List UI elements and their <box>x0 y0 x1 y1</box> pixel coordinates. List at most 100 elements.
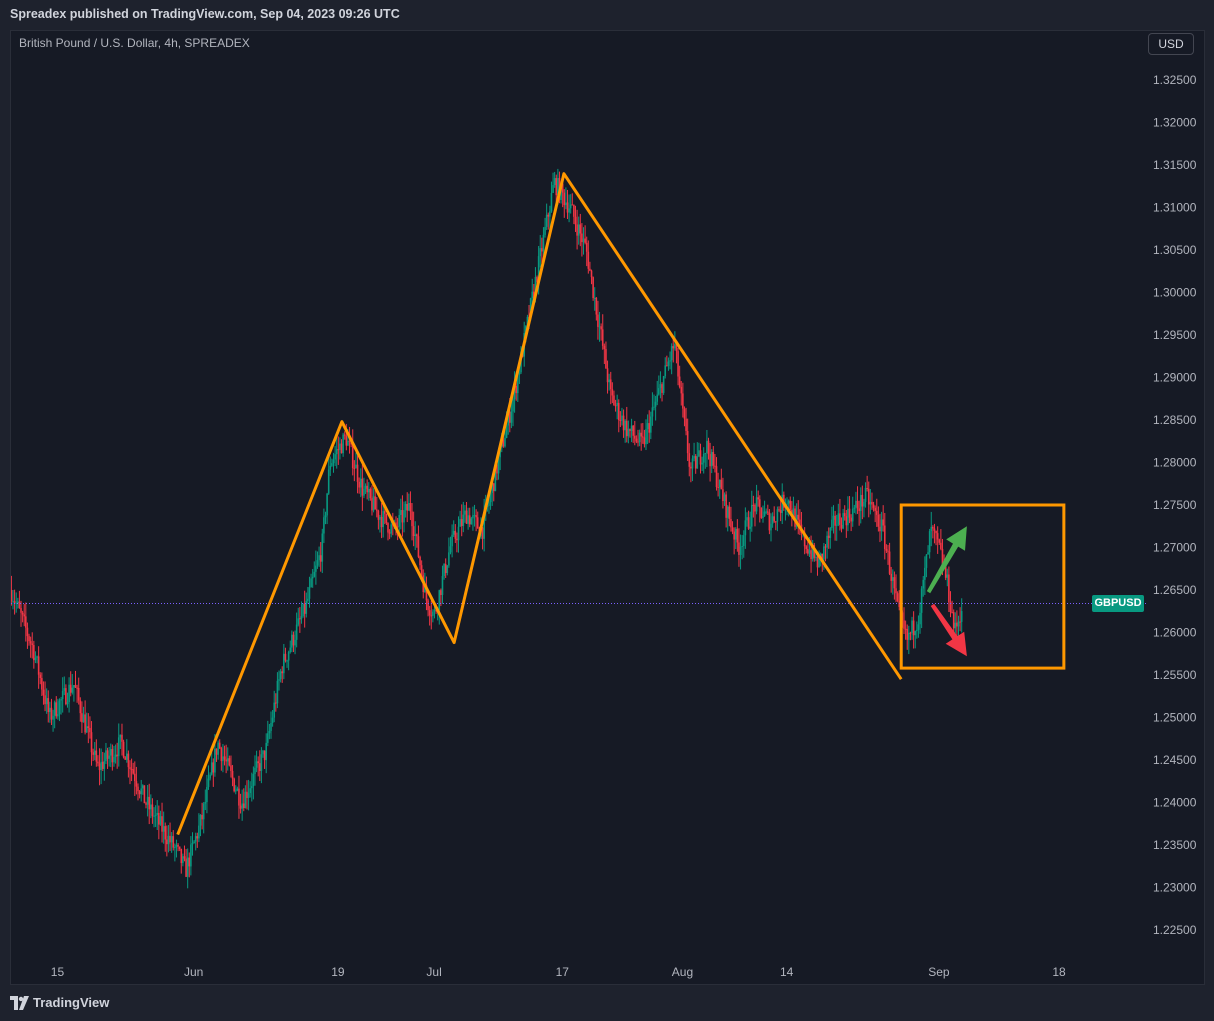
candle-body <box>879 526 881 532</box>
candle-body <box>946 574 949 578</box>
candle-body <box>491 483 493 493</box>
candle-body <box>443 563 445 577</box>
candle-body <box>736 528 739 543</box>
candle-body <box>68 684 70 703</box>
candle-body <box>872 504 875 508</box>
candle-body <box>25 616 27 628</box>
candle-body <box>640 432 642 437</box>
candle-body <box>638 432 641 443</box>
candle-body <box>305 600 308 614</box>
candle-body <box>601 329 604 346</box>
candle-body <box>106 750 109 759</box>
price-tick-label: 1.25000 <box>1153 710 1197 724</box>
candle-body <box>957 621 960 627</box>
candle-body <box>855 500 857 508</box>
candle-body <box>113 756 115 763</box>
candle-body <box>440 590 442 595</box>
candle-body <box>669 360 671 362</box>
time-tick-label: 17 <box>556 965 570 979</box>
candle-body <box>383 511 386 514</box>
candle-body <box>650 416 652 433</box>
candle-body <box>324 515 327 518</box>
candle-body <box>627 428 630 437</box>
candle-body <box>834 515 836 526</box>
candle-body <box>183 856 186 859</box>
candle-body <box>135 781 138 787</box>
candle-body <box>839 513 841 525</box>
candle-body <box>77 687 80 701</box>
price-tick-label: 1.22500 <box>1153 923 1197 937</box>
candle-body <box>460 519 463 527</box>
candle-body <box>853 507 856 509</box>
candle-body <box>895 588 897 594</box>
candle-body <box>494 464 497 492</box>
candle-body <box>441 576 444 595</box>
candle-body <box>659 384 662 389</box>
price-tick-label: 1.30500 <box>1153 243 1197 257</box>
candle-body <box>598 326 601 328</box>
time-tick-label: Aug <box>672 965 693 979</box>
candle-body <box>488 502 490 506</box>
candle-body <box>329 465 332 470</box>
candle-body <box>677 351 679 377</box>
candle-body <box>454 530 457 539</box>
candle-body <box>299 618 301 620</box>
candle-body <box>449 546 452 553</box>
candle-body <box>683 408 686 419</box>
candle-body <box>625 420 628 437</box>
candle-body <box>185 858 187 877</box>
candle-body <box>489 492 492 503</box>
candle-body <box>933 528 936 531</box>
candle-body <box>396 526 399 528</box>
candle-body <box>180 848 183 864</box>
candle-body <box>771 516 774 524</box>
candle-body <box>890 573 892 581</box>
candle-body <box>146 796 149 805</box>
tradingview-brand: TradingView <box>33 995 110 1010</box>
price-tick-label: 1.25500 <box>1153 668 1197 682</box>
candle-body <box>222 756 224 762</box>
candle-body <box>518 372 521 375</box>
candle-body <box>127 753 130 768</box>
candle-body <box>212 762 215 773</box>
candle-body <box>680 386 683 394</box>
chart-canvas[interactable]: 1.32500 1.32000 1.31500 1.31000 1.30500 1.300… <box>11 31 1205 985</box>
candle-body <box>117 737 120 757</box>
price-axis[interactable]: 1.32500 1.32000 1.31500 1.31000 1.30500 1.300… <box>1153 73 1197 937</box>
candle-body <box>637 441 639 443</box>
candle-body <box>752 504 755 506</box>
time-axis[interactable]: 15 Jun 19 Jul 17 Aug 14 Sep 18 <box>51 965 1066 979</box>
candle-body <box>861 494 864 507</box>
candle-body <box>335 449 338 455</box>
candle-body <box>52 715 54 720</box>
candle-body <box>148 796 151 810</box>
candle-body <box>675 344 678 352</box>
candle-body <box>382 511 384 528</box>
candle-body <box>159 816 162 825</box>
candle-body <box>295 624 298 640</box>
candle-body <box>730 519 732 528</box>
candle-body <box>762 516 764 518</box>
candle-body <box>79 700 82 714</box>
candle-body <box>531 291 534 299</box>
candle-body <box>283 653 285 674</box>
candle-body <box>539 248 542 257</box>
candle-body <box>468 515 471 525</box>
candle-body <box>698 450 700 457</box>
candle-body <box>674 344 676 349</box>
candle-body <box>358 481 360 488</box>
chart-pane[interactable]: 1.32500 1.32000 1.31500 1.31000 1.30500 1.300… <box>10 30 1205 985</box>
currency-button[interactable]: USD <box>1148 33 1194 55</box>
candle-body <box>166 839 168 845</box>
candle-body <box>265 742 268 761</box>
candle-body <box>678 376 681 387</box>
candle-body <box>209 774 211 779</box>
candle-body <box>125 753 128 760</box>
candle-body <box>262 750 264 755</box>
candle-body <box>614 405 617 407</box>
candle-body <box>760 507 763 518</box>
publish-header: Spreadex published on TradingView.com, S… <box>0 0 1214 30</box>
candle-body <box>648 423 651 433</box>
candle-body <box>300 616 303 620</box>
candle-body <box>267 733 269 743</box>
